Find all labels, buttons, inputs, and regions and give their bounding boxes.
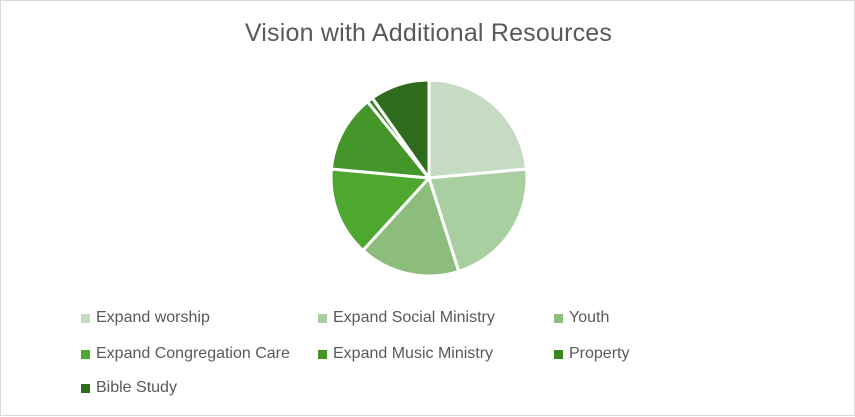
pie-slice xyxy=(427,78,529,180)
legend-label: Bible Study xyxy=(96,379,177,396)
pie-slice xyxy=(329,100,431,180)
legend-swatch xyxy=(318,349,327,359)
legend-item: Expand Music Ministry xyxy=(318,343,493,365)
legend-item: Property xyxy=(554,343,629,365)
legend-item: Youth xyxy=(554,307,609,329)
legend-item: Bible Study xyxy=(81,377,177,399)
legend-swatch xyxy=(81,383,90,393)
legend-swatch xyxy=(81,313,90,323)
legend-label: Property xyxy=(569,345,630,362)
chart-title: Vision with Additional Resources xyxy=(244,19,613,47)
legend-label: Expand worship xyxy=(96,309,210,326)
pie-slice xyxy=(361,176,461,278)
legend-label: Expand Congregation Care xyxy=(96,345,290,362)
legend-item: Expand worship xyxy=(81,307,210,329)
pie-slice xyxy=(427,167,529,273)
legend-swatch xyxy=(554,313,563,323)
pie-slice xyxy=(329,167,431,252)
legend-label: Youth xyxy=(569,309,610,326)
legend-swatch xyxy=(318,313,327,323)
legend-swatch xyxy=(81,349,90,359)
legend: Expand worship Expand Social Ministry Yout… xyxy=(81,307,801,411)
legend-item: Expand Social Ministry xyxy=(318,307,495,329)
legend-swatch xyxy=(554,349,563,359)
legend-item: Expand Congregation Care xyxy=(81,343,290,365)
pie-slice xyxy=(370,78,431,180)
legend-label: Expand Social Ministry xyxy=(333,309,495,326)
legend-label: Expand Music Ministry xyxy=(333,345,494,362)
